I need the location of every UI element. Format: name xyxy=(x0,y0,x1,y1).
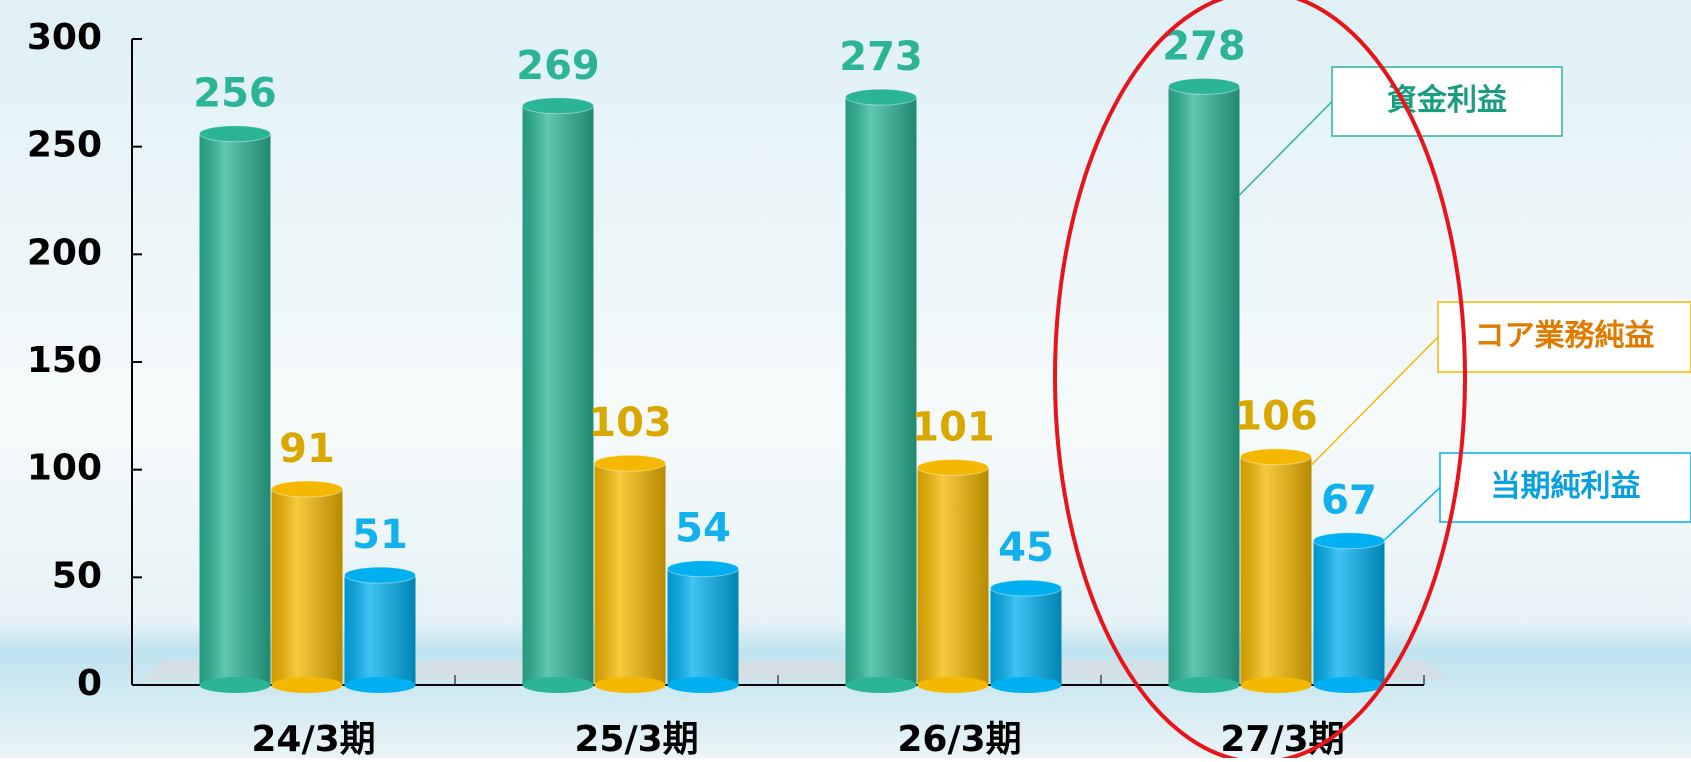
value-label: 256 xyxy=(193,71,277,117)
bar xyxy=(917,459,989,693)
bar-base xyxy=(990,677,1062,693)
bar xyxy=(667,560,739,693)
bar-base xyxy=(594,677,666,693)
value-label: 91 xyxy=(279,426,335,472)
y-tick-label: 200 xyxy=(27,232,102,273)
bar-top xyxy=(522,97,594,115)
bar-shade xyxy=(344,575,416,685)
bar-shade xyxy=(1313,540,1385,685)
bar xyxy=(522,97,594,693)
bar-base xyxy=(271,677,343,693)
bar-base xyxy=(344,677,416,693)
bar xyxy=(594,454,666,693)
bar xyxy=(199,125,271,693)
y-tick-label: 0 xyxy=(77,663,102,704)
value-label: 106 xyxy=(1234,394,1318,440)
bar-top xyxy=(990,579,1062,597)
bar-top xyxy=(1240,448,1312,466)
value-label: 269 xyxy=(516,43,600,89)
bar-shade xyxy=(522,105,594,685)
bar xyxy=(271,480,343,693)
legend-box xyxy=(1437,301,1691,373)
value-label: 103 xyxy=(588,400,672,446)
bar-top xyxy=(271,480,343,498)
bar-shade xyxy=(1240,456,1312,685)
value-label: 101 xyxy=(911,405,995,451)
bar xyxy=(1240,448,1312,693)
y-tick-label: 50 xyxy=(52,555,102,596)
legend-leader xyxy=(1310,336,1439,466)
bar-base xyxy=(917,677,989,693)
bar xyxy=(845,88,917,693)
bar-top xyxy=(917,459,989,477)
bar-shade xyxy=(917,467,989,685)
value-label: 278 xyxy=(1162,23,1246,69)
value-label: 45 xyxy=(998,525,1054,571)
legend-box xyxy=(1331,66,1563,137)
bar-top xyxy=(344,566,416,584)
legend-box xyxy=(1439,452,1691,523)
highlight-ring xyxy=(1053,0,1467,762)
bar-top xyxy=(1313,532,1385,550)
bar-base xyxy=(522,677,594,693)
y-tick-label: 150 xyxy=(27,340,102,381)
legend-label: 資金利益 xyxy=(1387,83,1507,118)
bar xyxy=(344,566,416,693)
x-tick-label: 24/3期 xyxy=(251,719,375,758)
bar-base xyxy=(667,677,739,693)
legend-label: 当期純利益 xyxy=(1491,469,1641,504)
bar-top xyxy=(667,560,739,578)
bar-shade xyxy=(990,588,1062,685)
legend-label: コア業務純益 xyxy=(1475,319,1655,354)
bar xyxy=(1313,532,1385,693)
bar-shade xyxy=(271,489,343,685)
y-tick-label: 100 xyxy=(27,448,102,489)
bar xyxy=(1168,77,1240,693)
legend-leader xyxy=(1238,100,1333,196)
x-tick-label: 26/3期 xyxy=(897,719,1021,758)
bar xyxy=(990,579,1062,693)
y-tick-label: 300 xyxy=(27,17,102,58)
bar-base xyxy=(1313,677,1385,693)
bar-shade xyxy=(667,568,739,685)
bar-shade xyxy=(845,97,917,685)
bar-top xyxy=(845,88,917,106)
x-tick-label: 25/3期 xyxy=(574,719,698,758)
bar-base xyxy=(199,677,271,693)
value-label: 51 xyxy=(352,512,408,558)
bar-top xyxy=(1168,77,1240,95)
y-tick-label: 250 xyxy=(27,125,102,166)
bar-top xyxy=(199,125,271,143)
bar-top xyxy=(594,454,666,472)
bar-base xyxy=(1168,677,1240,693)
legend-leader xyxy=(1383,486,1441,541)
bar-base xyxy=(1240,677,1312,693)
x-tick-label: 27/3期 xyxy=(1220,719,1344,758)
value-label: 54 xyxy=(675,506,731,552)
bar-shade xyxy=(1168,86,1240,685)
value-label: 273 xyxy=(839,34,923,80)
value-label: 67 xyxy=(1321,478,1377,524)
bar-shade xyxy=(594,463,666,685)
bar-shade xyxy=(199,133,271,685)
bar-base xyxy=(845,677,917,693)
